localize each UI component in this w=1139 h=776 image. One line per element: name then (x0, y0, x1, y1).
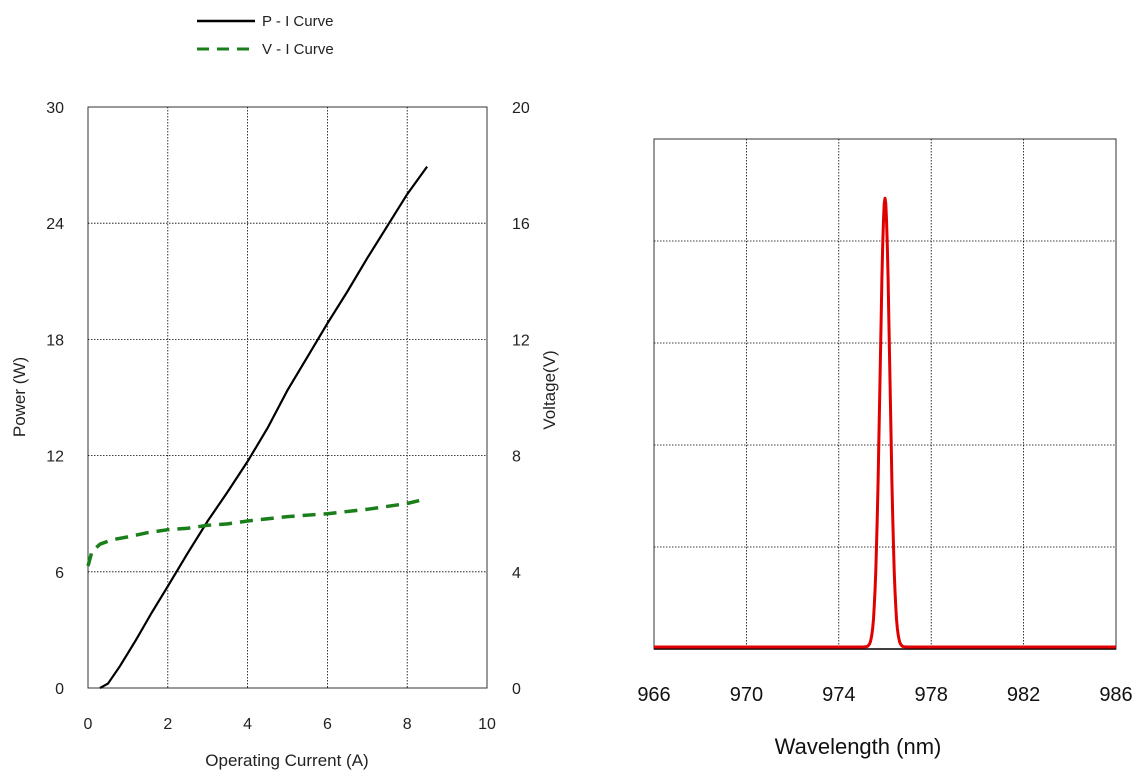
y-axis-ticks-voltage: 0 4 8 12 16 20 (512, 100, 530, 698)
plot-area-2 (653, 138, 1117, 650)
y-tick-label-voltage: 8 (512, 449, 521, 466)
x-axis-label-1: Operating Current (A) (205, 751, 368, 770)
legend-label-pi: P - I Curve (262, 13, 333, 30)
x-tick-label-wavelength: 986 (1099, 684, 1132, 706)
gridlines-2 (654, 139, 1116, 649)
x-axis-label-2: Wavelength (nm) (775, 734, 942, 759)
y-tick-label-power: 24 (46, 216, 64, 233)
y-tick-label-power: 30 (46, 100, 64, 117)
legend-label-vi: V - I Curve (262, 41, 334, 58)
x-tick-label-current: 2 (163, 716, 172, 733)
y-axis-label-voltage: Voltage(V) (540, 350, 559, 429)
x-tick-label-current: 6 (323, 716, 332, 733)
x-tick-label-current: 10 (478, 716, 496, 733)
y-tick-label-voltage: 16 (512, 216, 530, 233)
x-tick-label-wavelength: 982 (1007, 684, 1040, 706)
y-axis-label-power: Power (W) (10, 357, 29, 437)
y-tick-label-voltage: 4 (512, 565, 521, 582)
x-tick-label-wavelength: 970 (730, 684, 763, 706)
series-line-spectrum (653, 196, 1117, 649)
y-tick-label-power: 6 (55, 565, 64, 582)
y-tick-label-power: 12 (46, 449, 64, 466)
series-line-pi (99, 165, 428, 689)
legend: P - I Curve V - I Curve (197, 13, 334, 58)
x-tick-label-wavelength: 966 (637, 684, 670, 706)
y-tick-label-voltage: 0 (512, 681, 521, 698)
spectrum-chart: 966 970 974 978 982 986 Wavelength (nm) (637, 138, 1133, 759)
y-tick-label-power: 0 (55, 681, 64, 698)
y-tick-label-voltage: 12 (512, 332, 530, 349)
plot-area-1 (87, 106, 488, 689)
x-axis-ticks-wavelength: 966 970 974 978 982 986 (637, 684, 1132, 706)
x-tick-label-wavelength: 974 (822, 684, 855, 706)
x-tick-label-wavelength: 978 (915, 684, 948, 706)
y-axis-ticks-power: 0 6 12 18 24 30 (46, 100, 64, 698)
gridlines-1 (88, 107, 487, 688)
x-tick-label-current: 4 (243, 716, 252, 733)
x-tick-label-current: 0 (84, 716, 93, 733)
y-tick-label-power: 18 (46, 332, 64, 349)
x-tick-label-current: 8 (403, 716, 412, 733)
y-tick-label-voltage: 20 (512, 100, 530, 117)
x-axis-ticks-current: 0 2 4 6 8 10 (84, 716, 496, 733)
series-line-vi (86, 498, 420, 567)
